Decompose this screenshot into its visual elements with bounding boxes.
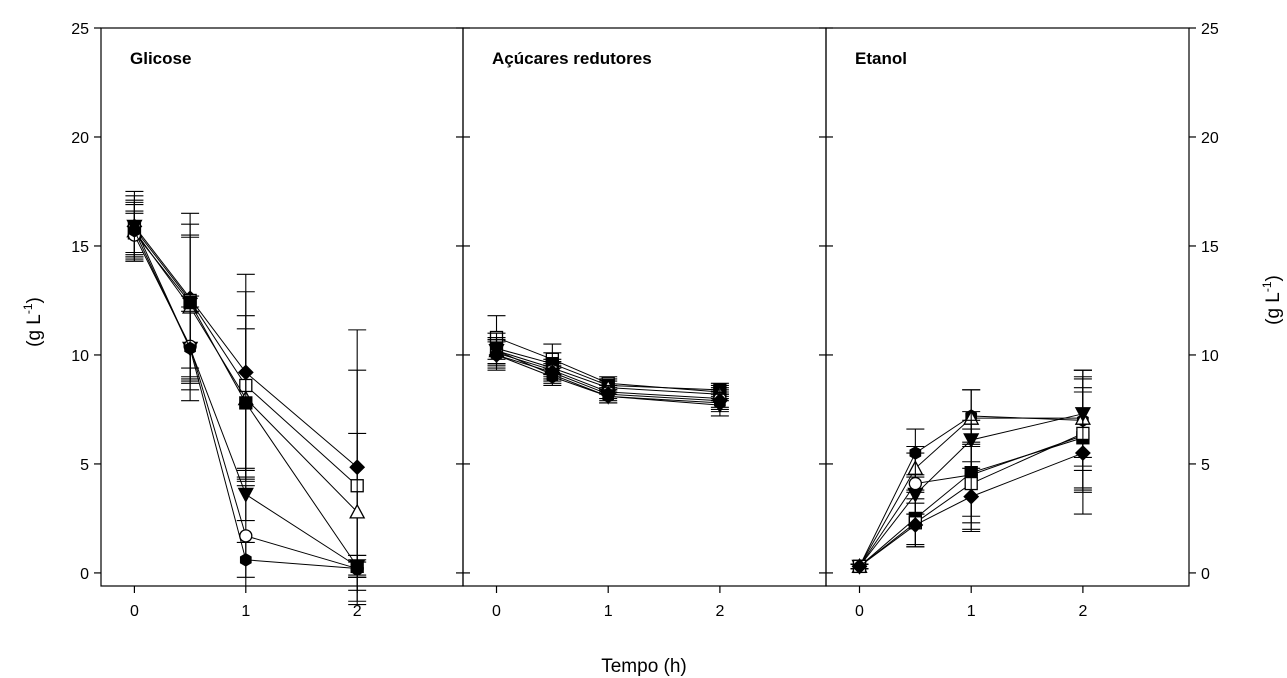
data-point [351,561,364,576]
data-point [490,348,503,362]
series-line [859,432,1084,567]
y-tick-label-right: 25 [1201,21,1219,38]
x-axis-title: Tempo (h) [601,656,687,677]
panel-frame [462,27,827,587]
series-line [134,228,358,487]
panel-title: Açúcares redutores [492,49,652,68]
series-line [133,230,358,570]
y-axis-title-left-close: ) [24,297,45,303]
x-tick-label: 2 [715,603,724,620]
panel-title: Glicose [130,49,191,68]
data-point [714,396,726,410]
data-point [128,223,141,238]
y-tick-label-right: 10 [1201,348,1219,365]
y-axis-title-right-text: (g L [1263,292,1284,325]
data-point [851,558,868,575]
x-tick-label: 1 [604,603,613,620]
y-tick-label-left: 0 [80,566,89,583]
series-line [859,437,1084,567]
y-tick-label-right: 20 [1201,130,1219,147]
x-tick-label: 1 [967,603,976,620]
y-axis-title-left: (g L-1) [21,297,45,347]
panel-1: 0 5 10 15 20 25 0 1 2 Glicose [71,21,464,620]
y-tick-label-left: 25 [71,21,89,38]
data-point [184,341,196,356]
series-7 [850,391,1092,575]
y-axis-title-right-close: ) [1263,275,1284,281]
series-7 [487,341,729,413]
series-line [859,413,1084,567]
x-tick-label: 0 [130,603,139,620]
panel-title: Etanol [855,49,907,68]
y-axis-title-right: (g L-1) [1260,275,1284,325]
series-line [496,350,720,395]
series-line [496,354,720,402]
series-line [133,226,358,567]
series-line [859,417,1083,567]
y-tick-label-right: 0 [1201,566,1210,583]
y-tick-label-left: 10 [71,348,89,365]
x-tick-label: 0 [492,603,501,620]
data-point [963,488,980,505]
x-tick-label: 1 [241,603,250,620]
series-line [496,354,720,404]
series-7 [125,204,367,578]
y-axis-title-right-exponent: -1 [1260,281,1274,292]
x-tick-label: 2 [1078,603,1087,620]
y-tick-label-right: 5 [1201,457,1210,474]
series-line [859,452,1084,567]
data-point [546,369,559,384]
y-tick-label-right: 15 [1201,239,1219,256]
y-axis-title-left-exponent: -1 [21,303,35,314]
y-tick-label-left: 20 [71,130,89,147]
data-point [239,396,253,410]
series-line [496,352,720,400]
panel-2: 0 1 2 Açúcares redutores [456,27,827,620]
data-point [239,553,252,567]
series-line [134,226,358,468]
panel-frame [825,27,1190,587]
data-point [908,476,923,491]
panel-3: 0 5 10 15 20 25 0 1 2 Etanol [819,21,1219,620]
x-tick-label: 0 [855,603,864,620]
series-line [496,350,720,406]
data-point [1074,445,1091,461]
series-line [496,347,720,391]
panel-frame [100,27,464,587]
y-tick-label-left: 15 [71,239,89,256]
y-tick-label-left: 5 [80,457,89,474]
series-line [134,232,358,567]
data-point [349,503,366,519]
data-point [602,389,615,404]
x-tick-label: 2 [353,603,362,620]
data-point [239,529,253,543]
y-axis-title-left-text: (g L [24,314,45,347]
data-point [907,517,924,533]
